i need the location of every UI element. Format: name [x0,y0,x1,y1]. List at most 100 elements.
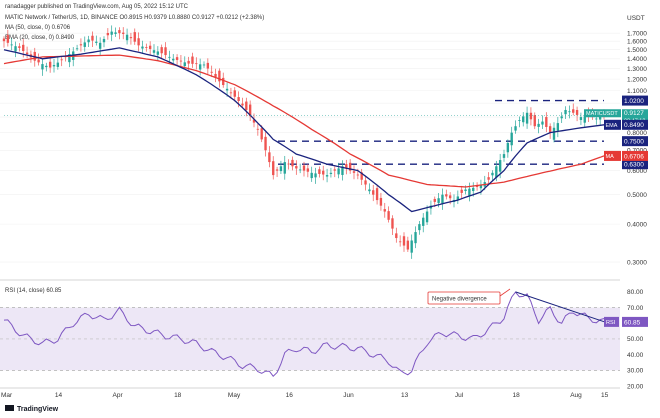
level-tag [622,159,648,170]
candle-body [14,46,17,52]
rsi-band [0,307,620,371]
candle-body [418,224,421,231]
candle-body [379,197,383,206]
candle-body [272,161,275,176]
candle-body [214,73,217,77]
candle-body [375,188,379,201]
candle-body [560,116,563,119]
candle-body [287,163,290,165]
rsi-line [3,291,605,377]
candle-body [283,162,286,174]
rsi-value-box [622,316,648,327]
candle-body [448,195,452,199]
price-axis-unit: USDT [627,15,645,22]
candle-body [333,169,336,171]
candle-body [552,127,556,140]
candle-body [145,47,148,48]
candle-body [152,50,156,53]
rsi-tick-label: 20.00 [627,383,644,390]
candle-body [437,198,440,203]
ema-value-box [622,119,648,130]
candle-body [598,116,602,120]
price-tick-label: 1.3000 [627,66,647,73]
divergence-line [515,291,605,323]
candle-body [25,52,29,55]
candle-body [218,70,221,82]
price-tick-label: 0.8000 [627,130,647,137]
candle-body [83,42,86,47]
candle-body [360,172,363,180]
ma-value-text: 0.6706 [624,153,644,160]
candle-body [498,160,502,172]
candle-body [395,233,398,239]
annotation-box [427,291,501,305]
candle-body [56,62,60,67]
price-tick-label: 1.4000 [627,56,647,63]
candle-body [522,116,525,123]
annotation-text: Negative divergence [432,297,487,303]
candle-body [322,170,325,175]
candle-body [510,132,513,146]
candle-body [279,166,283,172]
time-tick-label: 16 [286,392,294,399]
candle-body [502,154,506,158]
candle-body [318,169,321,174]
candle-body [302,165,306,171]
price-tick-label: 0.6000 [627,168,647,175]
candle-body [102,38,106,43]
candle-body [398,241,402,243]
candle-body [48,61,52,68]
candle-body [98,42,102,49]
time-tick-label: 18 [513,392,521,399]
time-tick-label: 14 [55,392,63,399]
candle-body [45,65,48,68]
candle-body [456,196,460,200]
candle-body [325,175,329,177]
candle-body [256,128,260,130]
candle-body [233,90,236,97]
candle-body [229,92,233,94]
candle-body [125,34,129,41]
time-tick-label: Apr [113,392,124,399]
candle-body [568,111,571,113]
grid-lines [0,32,620,263]
candle-body [468,188,471,196]
candle-body [222,77,225,86]
candle-body [168,56,171,58]
price-tick-label: 1.7000 [627,30,647,37]
candle-body [414,232,417,244]
candle-body [495,166,498,178]
rsi-legend: RSI (14, close) 60.85 [5,288,62,294]
candle-body [141,46,144,49]
rsi-tick-label: 40.00 [627,352,644,359]
candle-body [479,184,483,189]
ma-tag-text: MA [606,154,615,160]
tradingview-logo-text: TradingView [17,406,59,413]
candle-body [237,97,240,102]
candle-body [348,162,352,171]
candle-body [352,171,356,173]
candle-body [95,41,98,43]
candle-body [60,59,63,61]
candle-body [87,39,90,43]
time-tick-label: May [228,392,241,399]
candle-body [52,65,56,67]
price-tick-label: 0.3000 [627,259,647,266]
level-tag [622,136,648,147]
candle-body [487,177,490,180]
candle-body [156,51,160,55]
horizontal-levels [278,99,604,165]
candle-body [241,103,244,106]
candle-body [341,166,344,175]
candle-body [525,112,529,124]
candle-body [514,126,517,131]
candle-body [583,116,586,123]
candle-body [491,172,494,176]
candle-body [579,117,583,120]
publisher-line: ranadagger published on TradingView.com,… [5,4,189,10]
candle-body [306,168,310,172]
current-symbol-box [584,109,621,118]
candle-body [225,88,229,91]
